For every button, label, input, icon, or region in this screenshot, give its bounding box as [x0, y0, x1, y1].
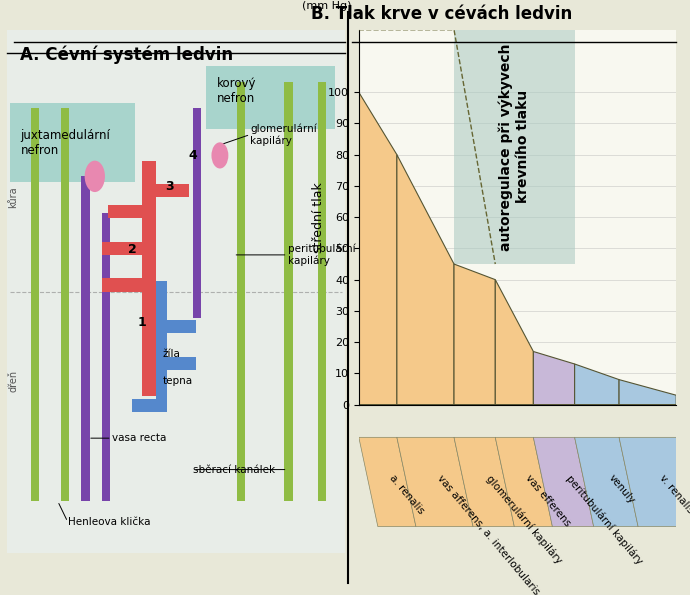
Polygon shape	[397, 155, 454, 405]
Bar	[101, 278, 142, 292]
Bar	[156, 281, 168, 412]
Text: 4: 4	[188, 149, 197, 162]
Text: vasa recta: vasa recta	[112, 433, 166, 443]
Bar	[284, 82, 293, 501]
Text: peritubulární kapiláry: peritubulární kapiláry	[564, 473, 644, 566]
Bar	[142, 161, 156, 396]
Text: 2: 2	[128, 243, 137, 256]
Text: v. renalis: v. renalis	[657, 473, 690, 515]
Polygon shape	[359, 92, 397, 405]
Text: peritubulární
kapiláry: peritubulární kapiláry	[288, 243, 355, 266]
Text: kůra: kůra	[8, 186, 19, 208]
Polygon shape	[619, 437, 690, 527]
Text: 3: 3	[165, 180, 173, 193]
Bar	[61, 108, 70, 501]
Text: vas efferens: vas efferens	[524, 473, 573, 528]
Text: A. Cévní systém ledvin: A. Cévní systém ledvin	[21, 45, 233, 64]
Text: (mm Hg): (mm Hg)	[302, 1, 351, 11]
Text: juxtamedulární
nefron: juxtamedulární nefron	[21, 129, 110, 157]
Polygon shape	[454, 264, 495, 405]
Bar	[108, 205, 142, 218]
Text: 1: 1	[138, 317, 146, 330]
Bar	[30, 108, 39, 501]
Text: dřeň: dřeň	[8, 369, 19, 392]
Polygon shape	[533, 352, 575, 405]
Text: B. Tlak krve v cévách ledvin: B. Tlak krve v cévách ledvin	[311, 5, 573, 23]
FancyBboxPatch shape	[206, 67, 335, 129]
Bar	[101, 213, 110, 501]
Polygon shape	[359, 437, 416, 527]
Y-axis label: střední tlak: střední tlak	[313, 182, 325, 252]
Polygon shape	[619, 380, 676, 405]
Text: glomerulární kapiláry: glomerulární kapiláry	[484, 473, 564, 565]
Text: vas afferens, a. interlobularis: vas afferens, a. interlobularis	[435, 473, 541, 595]
Text: a. renalis: a. renalis	[387, 473, 426, 516]
Bar	[237, 82, 245, 501]
Bar	[193, 108, 201, 318]
Polygon shape	[454, 437, 514, 527]
Text: tepna: tepna	[162, 375, 193, 386]
Bar	[101, 242, 142, 255]
FancyBboxPatch shape	[10, 103, 135, 181]
Text: Henleova klička: Henleova klička	[68, 517, 150, 527]
Text: venuly: venuly	[607, 473, 636, 506]
Bar	[81, 176, 90, 501]
Circle shape	[211, 142, 228, 168]
Bar	[318, 82, 326, 501]
Text: korový
nefron: korový nefron	[217, 77, 256, 105]
Polygon shape	[533, 437, 593, 527]
Polygon shape	[575, 364, 619, 405]
Polygon shape	[495, 437, 553, 527]
Circle shape	[85, 161, 105, 192]
Bar	[132, 399, 156, 412]
Bar	[156, 320, 196, 333]
Bar	[156, 184, 190, 198]
Bar	[156, 357, 196, 370]
Polygon shape	[397, 437, 473, 527]
Polygon shape	[575, 437, 638, 527]
Text: žíla: žíla	[162, 349, 180, 359]
Text: glomerulární
kapiláry: glomerulární kapiláry	[250, 123, 317, 146]
Text: sběrací kanálek: sběrací kanálek	[193, 465, 275, 475]
Polygon shape	[495, 280, 533, 405]
Bar	[454, 30, 575, 264]
Text: autoregulace při výkyvech
krevního tlaku: autoregulace při výkyvech krevního tlaku	[499, 43, 530, 250]
